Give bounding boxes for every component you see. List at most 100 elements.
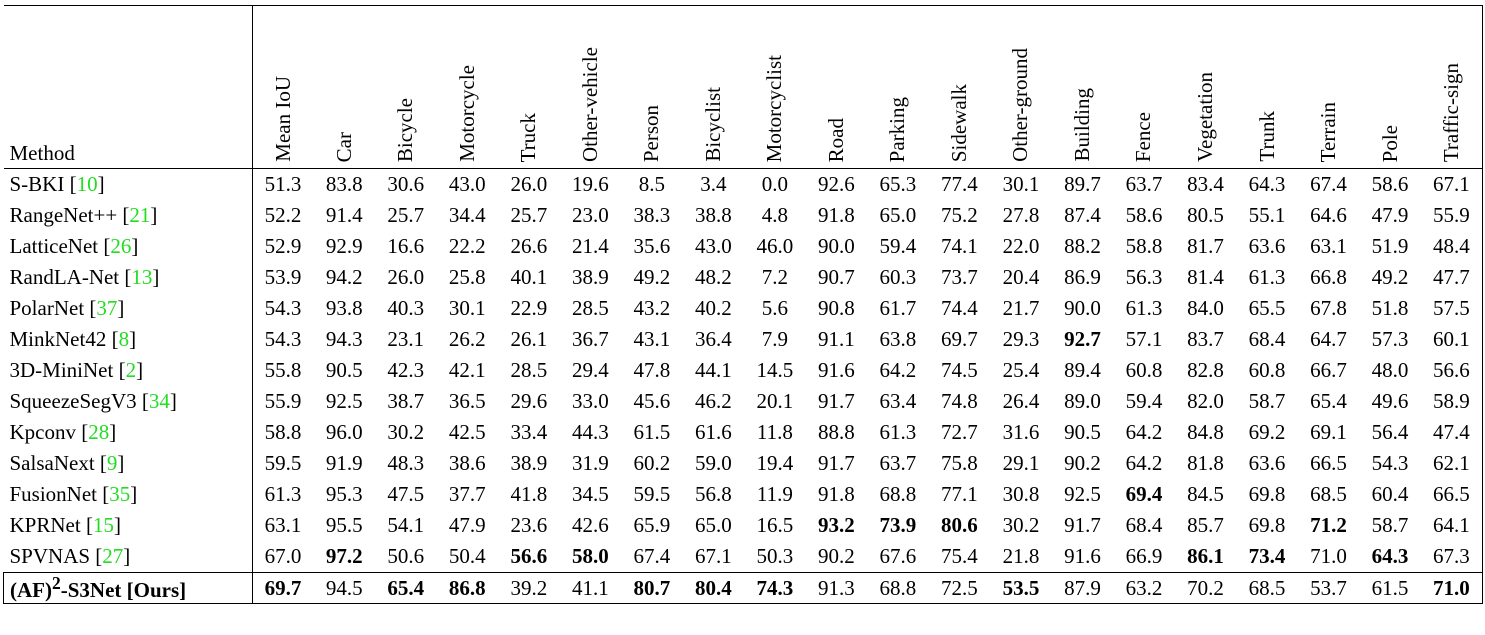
value-cell: 43.0 [694, 234, 732, 258]
value-cell: 49.2 [1371, 265, 1409, 289]
row: KPRNet [15] 63.1 95.5 54.1 47.9 23.6 42.6 65.9 6… [3, 510, 1483, 541]
value-cell: 43.2 [633, 296, 671, 320]
value-cell: 47.9 [448, 513, 486, 537]
column-label: Parking [885, 96, 910, 162]
method-name: FusionNet [9, 482, 98, 506]
row: RangeNet++ [21] 52.2 91.4 25.7 34.4 25.7 23.0 3… [3, 200, 1483, 231]
column-header: Road [805, 5, 868, 169]
value-cell: 55.9 [1433, 203, 1470, 227]
column-header: Bicyclist [682, 5, 745, 169]
value-cell: 53.7 [1310, 575, 1347, 600]
value-cell: 14.5 [756, 358, 794, 382]
column-header: Person [621, 5, 683, 169]
value-cell: 39.2 [510, 575, 548, 600]
row: MinkNet42 [8] 54.3 94.3 23.1 26.2 26.1 36.7 43.… [3, 324, 1483, 355]
bracket: ] [97, 172, 105, 196]
value-cell: 63.6 [1248, 234, 1286, 258]
value-cell: 11.9 [756, 482, 793, 506]
bracket: ] [129, 327, 137, 351]
value-cell: 25.4 [1002, 358, 1040, 382]
value-cell: 64.2 [1125, 420, 1163, 444]
value-cell: 67.6 [879, 544, 917, 568]
column-label: Pole [1377, 124, 1402, 162]
value-cell: 69.8 [1248, 513, 1286, 537]
bracket: [ [122, 203, 130, 227]
value-cell: 48.4 [1433, 234, 1470, 258]
value-cell: 89.4 [1064, 358, 1101, 382]
bracket: ] [131, 234, 139, 258]
column-label: Terrain [1316, 101, 1341, 162]
value-cell: 34.4 [448, 203, 486, 227]
value-cell: 8.5 [638, 172, 665, 196]
value-cell: 57.5 [1433, 296, 1470, 320]
value-cell: 90.5 [325, 358, 363, 382]
method-cell: KPRNet [15] [3, 510, 253, 541]
value-cell: 48.3 [387, 451, 425, 475]
reference: 21 [129, 203, 151, 227]
value-cell: 72.7 [941, 420, 978, 444]
value-cell: 89.7 [1064, 172, 1101, 196]
value-cell: 42.1 [448, 358, 486, 382]
value-cell: 68.8 [879, 575, 917, 600]
value-cell: 56.6 [1433, 358, 1470, 382]
bracket: [ [103, 234, 111, 258]
bracket: ] [150, 203, 158, 227]
value-cell: 96.0 [325, 420, 363, 444]
value-cell: 33.0 [571, 389, 609, 413]
value-cell: 47.9 [1371, 203, 1409, 227]
value-cell: 69.2 [1248, 420, 1286, 444]
column-label: Motorcyclist [762, 54, 787, 162]
method-name: SalsaNext [9, 451, 95, 475]
reference: 9 [106, 451, 118, 475]
value-cell: 81.8 [1187, 451, 1224, 475]
value-cell: 70.2 [1187, 575, 1224, 600]
value-cell: 90.8 [818, 296, 855, 320]
value-cell: 48.0 [1371, 358, 1409, 382]
value-cell: 69.7 [264, 575, 302, 600]
value-cell: 22.0 [1002, 234, 1040, 258]
value-cell: 26.2 [448, 327, 486, 351]
value-cell: 91.4 [325, 203, 363, 227]
bracket: ] [123, 544, 131, 568]
column-header: Vegetation [1174, 5, 1237, 169]
value-cell: 36.7 [571, 327, 609, 351]
method-cell: SqueezeSegV3 [34] [3, 386, 253, 417]
value-cell: 91.8 [818, 203, 855, 227]
value-cell: 23.1 [387, 327, 425, 351]
value-cell: 58.8 [264, 420, 302, 444]
bracket: [ [69, 172, 77, 196]
method-cell: LatticeNet [26] [3, 231, 253, 262]
column-label: Building [1069, 88, 1094, 162]
value-cell: 53.5 [1002, 575, 1040, 600]
value-cell: 69.1 [1310, 420, 1347, 444]
value-cell: 90.2 [818, 544, 855, 568]
value-cell: 58.7 [1371, 513, 1409, 537]
method-part: (AF) [10, 578, 52, 602]
reference: 37 [96, 296, 118, 320]
row: LatticeNet [26] 52.9 92.9 16.6 22.2 26.6 21.4 3… [3, 231, 1483, 262]
method-cell: FusionNet [35] [3, 479, 253, 510]
value-cell: 91.7 [1064, 513, 1101, 537]
value-cell: 54.3 [1371, 451, 1409, 475]
bracket: [ [81, 420, 89, 444]
method-name: LatticeNet [9, 234, 99, 258]
value-cell: 26.0 [387, 265, 425, 289]
value-cell: 23.0 [571, 203, 609, 227]
value-cell: 64.6 [1310, 203, 1347, 227]
value-cell: 68.4 [1125, 513, 1163, 537]
value-cell: 63.6 [1248, 451, 1286, 475]
value-cell: 88.8 [818, 420, 855, 444]
value-cell: 0.0 [761, 172, 788, 196]
value-cell: 72.5 [941, 575, 978, 600]
value-cell: 49.6 [1371, 389, 1409, 413]
value-cell: 56.8 [694, 482, 732, 506]
value-cell: 86.9 [1064, 265, 1101, 289]
method-cell: RangeNet++ [21] [3, 200, 253, 231]
value-cell: 65.4 [387, 575, 425, 600]
value-cell: 4.8 [761, 203, 788, 227]
value-cell: 67.4 [1310, 172, 1347, 196]
value-cell: 80.6 [941, 513, 978, 537]
method-header: Method [3, 5, 253, 169]
value-cell: 47.4 [1433, 420, 1470, 444]
